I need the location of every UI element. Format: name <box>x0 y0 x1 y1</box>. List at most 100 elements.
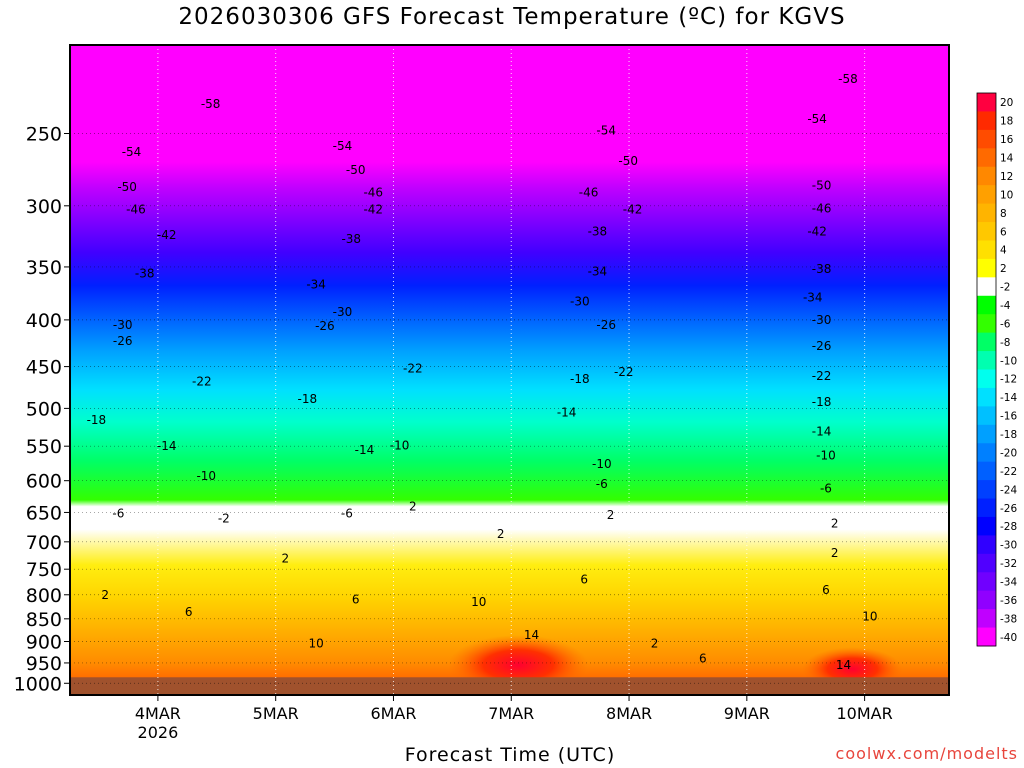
colorbar-cell <box>977 185 996 205</box>
isotherm-label: -18 <box>87 413 107 427</box>
isotherm-label: -50 <box>812 178 832 192</box>
x-tick-label: 9MAR <box>724 704 770 723</box>
y-tick-label: 450 <box>26 357 62 379</box>
isotherm-label: -54 <box>807 112 827 126</box>
colorbar-label: -10 <box>1000 355 1017 367</box>
isotherm-label: -2 <box>218 511 230 525</box>
colorbar-label: -32 <box>1000 558 1017 570</box>
isotherm-label: -38 <box>812 262 832 276</box>
isotherm-label: -26 <box>596 318 616 332</box>
colorbar-label: 16 <box>1000 134 1014 146</box>
isotherm-label: -54 <box>333 139 353 153</box>
colorbar-label: -6 <box>1000 318 1011 330</box>
y-tick-label: 650 <box>26 502 62 524</box>
colorbar-cell <box>977 148 996 168</box>
colorbar-label: -18 <box>1000 429 1017 441</box>
isotherm-label: -46 <box>579 185 599 199</box>
colorbar-cell <box>977 553 996 573</box>
chart-title: 2026030306 GFS Forecast Temperature (ºC)… <box>178 4 846 30</box>
colorbar-cell <box>977 111 996 131</box>
isotherm-label: -10 <box>196 469 216 483</box>
isotherm-label: -46 <box>812 201 832 215</box>
colorbar-cell <box>977 387 996 407</box>
x-tick-label: 10MAR <box>836 704 892 723</box>
isotherm-label: -30 <box>812 313 832 327</box>
x-tick-label: 5MAR <box>253 704 299 723</box>
colorbar-label: -34 <box>1000 576 1017 588</box>
isotherm-label: 2 <box>497 527 505 541</box>
colorbar-label: -4 <box>1000 300 1011 312</box>
x-tick-sublabel: 2026 <box>138 723 179 742</box>
colorbar-cell <box>977 443 996 463</box>
colorbar-cell <box>977 93 996 112</box>
isotherm-label: -38 <box>135 267 155 281</box>
colorbar-cell <box>977 424 996 444</box>
isotherm-label: -26 <box>812 339 832 353</box>
colorbar-frame <box>976 92 997 647</box>
isotherm-label: -22 <box>403 361 423 375</box>
x-tick-label: 8MAR <box>606 704 652 723</box>
isotherm-label: -18 <box>298 392 318 406</box>
colorbar-cell <box>977 351 996 370</box>
colorbar-label: 12 <box>1000 171 1013 183</box>
colorbar-label: 14 <box>1000 153 1014 165</box>
isotherm-label: -46 <box>126 203 146 217</box>
y-tick-label: 700 <box>26 532 62 554</box>
colorbar-label: 20 <box>1000 97 1013 109</box>
isotherm-label: 10 <box>308 637 323 651</box>
colorbar-label: -40 <box>1000 632 1017 644</box>
isotherm-label: -54 <box>122 145 142 159</box>
colorbar-cell <box>977 627 996 647</box>
colorbar-cell <box>977 166 996 186</box>
isotherm-label: 2 <box>607 508 615 522</box>
colorbar-label: -24 <box>1000 484 1017 496</box>
colorbar-label: 4 <box>1000 245 1007 257</box>
y-tick-label: 350 <box>26 257 62 279</box>
isotherm-label: -6 <box>341 507 353 521</box>
isotherm-label: -38 <box>341 232 361 246</box>
y-tick-label: 1000 <box>14 673 62 695</box>
colorbar-label: 10 <box>1000 189 1013 201</box>
y-tick-label: 600 <box>26 471 62 493</box>
colorbar-label: -8 <box>1000 337 1010 349</box>
y-tick-label: 500 <box>26 398 62 420</box>
isotherm-label: -22 <box>614 365 634 379</box>
isotherm-label: 10 <box>862 609 877 623</box>
isotherm-label: -50 <box>618 154 638 168</box>
isotherm-label: -50 <box>117 180 137 194</box>
colorbar-label: 18 <box>1000 116 1013 128</box>
colorbar-cell <box>977 240 996 260</box>
colorbar-cell <box>977 461 996 481</box>
colorbar-cell <box>977 258 996 278</box>
isotherm-label: 2 <box>101 588 109 602</box>
colorbar-label: 2 <box>1000 263 1007 275</box>
isotherm-label: -6 <box>820 482 832 496</box>
isotherm-label: -34 <box>588 264 608 278</box>
isotherm-label: 14 <box>836 658 851 672</box>
isotherm-label: 2 <box>282 551 290 565</box>
isotherm-label: -10 <box>390 438 410 452</box>
colorbar-label: -28 <box>1000 521 1017 533</box>
isotherm-label: 10 <box>471 595 486 609</box>
y-tick-label: 850 <box>26 609 62 631</box>
y-tick-label: 750 <box>26 559 62 581</box>
isotherm-label: -14 <box>557 405 577 419</box>
isotherm-label: -34 <box>803 290 823 304</box>
isotherm-label: -58 <box>201 97 221 111</box>
isotherm-label: -42 <box>363 203 383 217</box>
x-tick-label: 4MAR <box>135 704 181 723</box>
isotherm-label: 2 <box>651 637 659 651</box>
isotherm-label: 2 <box>409 499 417 513</box>
colorbar-cell <box>977 222 996 241</box>
isotherm-label: -54 <box>596 123 616 137</box>
colorbar-cell <box>977 480 996 500</box>
y-tick-label: 550 <box>26 436 62 458</box>
y-tick-label: 950 <box>26 653 62 675</box>
isotherm-label: -42 <box>623 203 643 217</box>
colorbar-cell <box>977 277 996 297</box>
colorbar-cell <box>977 332 996 352</box>
colorbar-cell <box>977 535 996 555</box>
colorbar-cell <box>977 203 996 223</box>
plot-frame <box>69 44 950 696</box>
